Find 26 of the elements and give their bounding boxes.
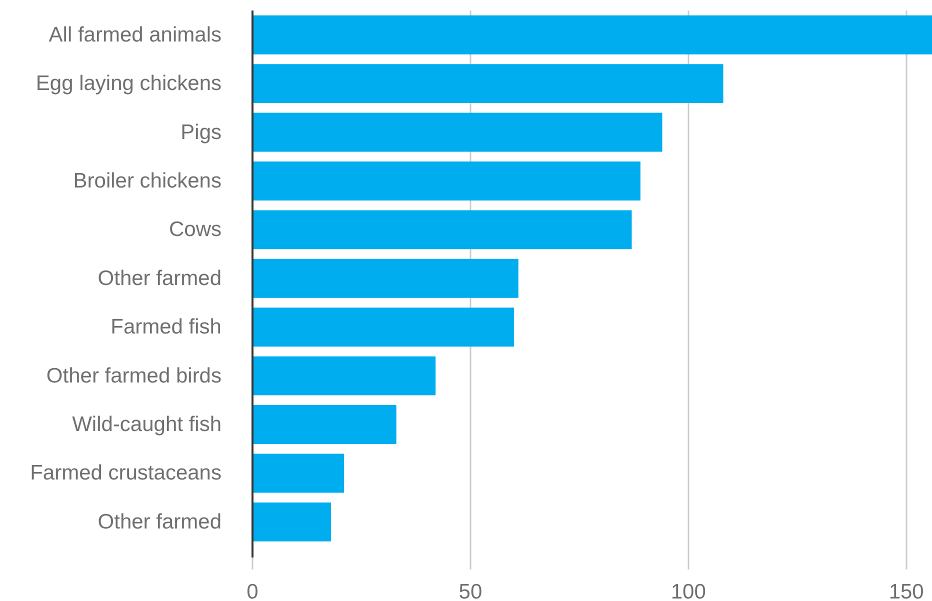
y-tick-label: Farmed fish (110, 316, 222, 339)
y-tick-label: Other farmed (98, 266, 222, 290)
x-tick-label: 50 (458, 580, 482, 601)
y-tick-label: Broiler chickens (73, 169, 222, 192)
bar (252, 356, 436, 396)
bar (252, 454, 344, 493)
bar (252, 161, 640, 200)
bar (252, 210, 632, 250)
x-tick-label: 0 (246, 580, 258, 601)
x-tick-label: 150 (888, 580, 924, 601)
bar (252, 502, 331, 542)
y-tick-label: Wild-caught fish (72, 413, 222, 436)
y-tick-label: Pigs (180, 120, 222, 144)
bar (252, 308, 514, 347)
y-tick-label: Cows (168, 218, 222, 242)
x-tick-label: 100 (670, 580, 706, 601)
y-tick-label: All farmed animals (48, 23, 222, 46)
y-tick-label: Other farmed birds (46, 364, 222, 388)
bar (252, 64, 724, 104)
bar (252, 15, 932, 54)
bar (252, 258, 518, 298)
y-tick-label: Farmed crustaceans (30, 462, 222, 485)
y-tick-label: Egg laying chickens (36, 72, 222, 96)
bar (252, 112, 662, 152)
y-tick-label: Other farmed (98, 510, 222, 534)
bar (252, 405, 396, 444)
